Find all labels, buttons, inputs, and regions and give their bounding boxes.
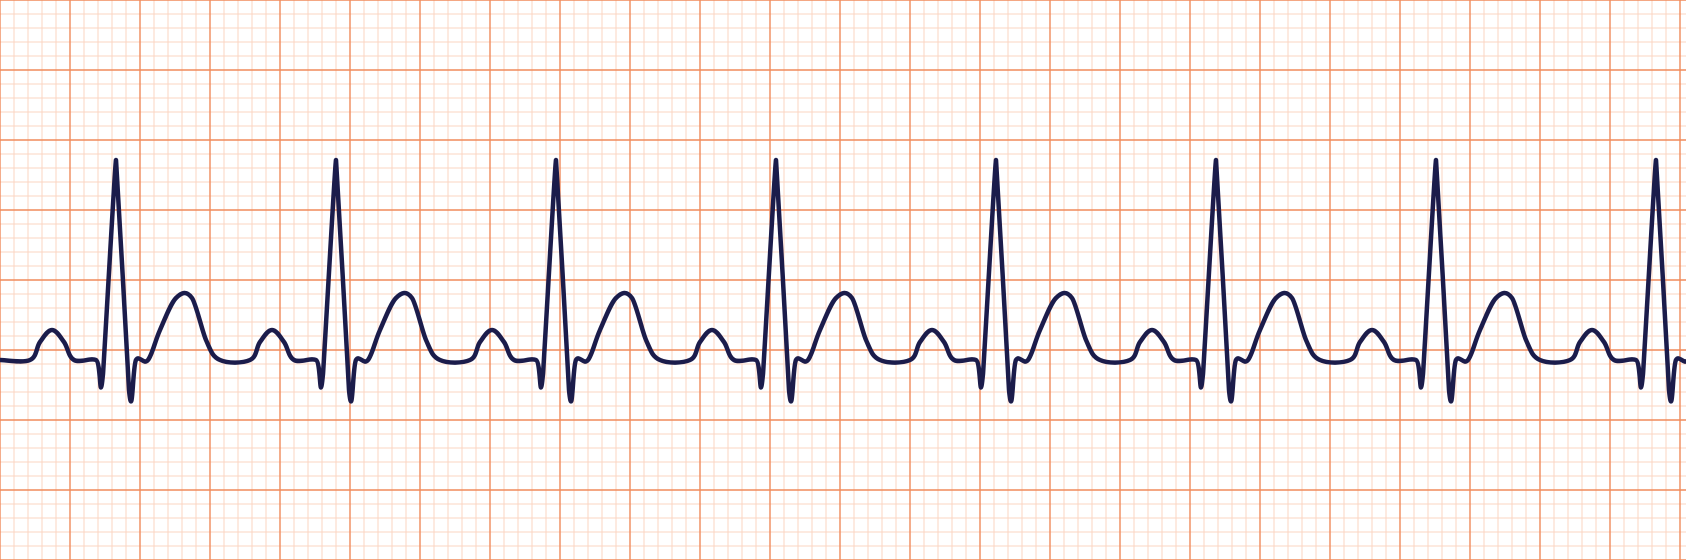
ecg-svg <box>0 0 1686 560</box>
ecg-grid <box>0 0 1686 560</box>
ecg-chart <box>0 0 1686 560</box>
